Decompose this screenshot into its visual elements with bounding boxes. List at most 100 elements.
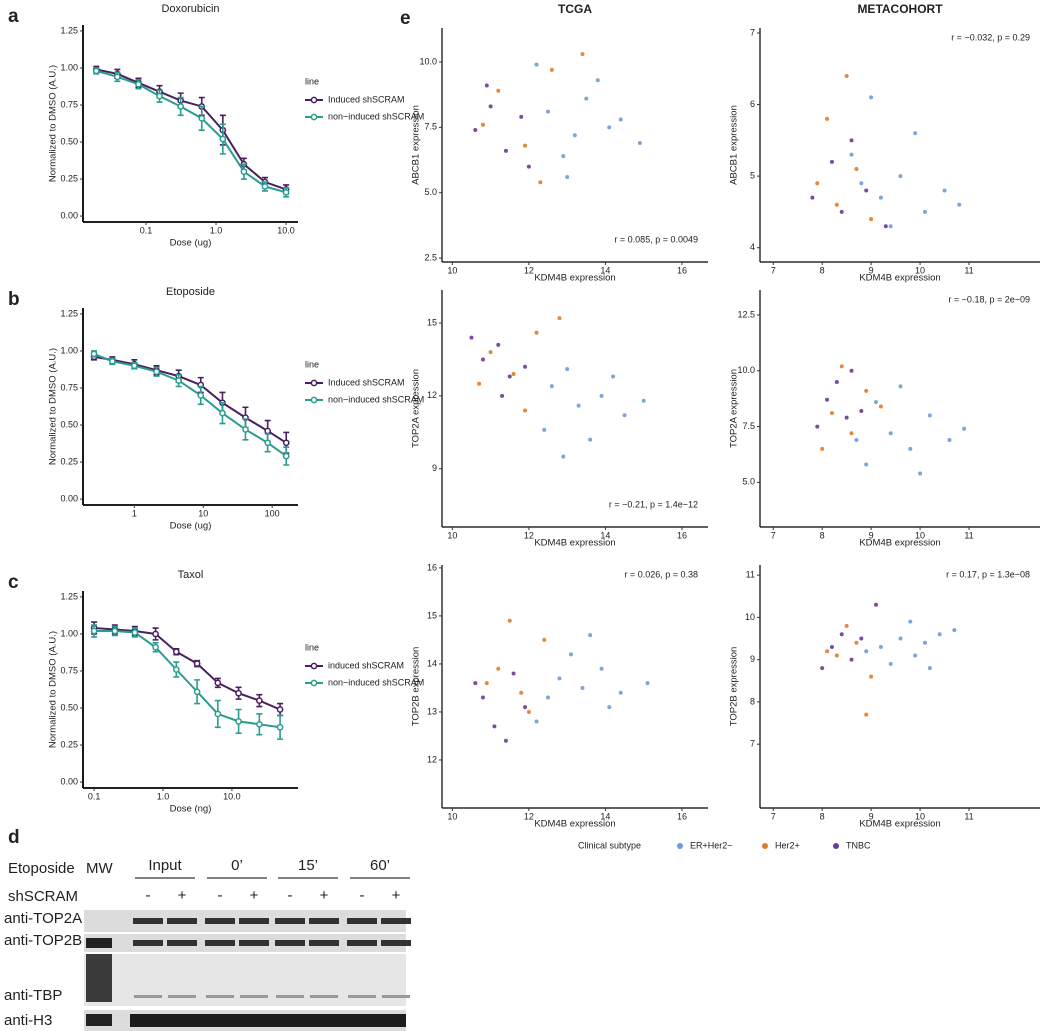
y-axis-label: TOP2B expression: [411, 647, 422, 727]
x-axis-label: KDM4B expression: [534, 819, 615, 830]
point: [572, 133, 577, 138]
point: [839, 632, 844, 637]
point: [918, 471, 923, 476]
point: [825, 649, 830, 654]
annotation: r = 0.085, p = 0.0049: [614, 234, 698, 244]
y-tick-label: 0.25: [60, 739, 78, 749]
point: [622, 413, 627, 418]
legend-point: [310, 113, 318, 121]
point: [898, 174, 903, 179]
line: [94, 629, 281, 729]
y-tick-label: 15: [427, 317, 437, 327]
legend-swatch: [833, 843, 839, 849]
point: [480, 695, 485, 700]
x-tick-label: 11: [964, 811, 973, 821]
x-tick-label: 10: [915, 811, 925, 821]
point: [888, 661, 893, 666]
point: [607, 125, 612, 130]
point: [874, 400, 879, 405]
x-tick-label: 10: [447, 265, 457, 275]
point: [913, 653, 918, 658]
point: [549, 67, 554, 72]
line: [96, 69, 287, 194]
column-title: METACOHORT: [857, 2, 943, 16]
point: [869, 217, 874, 222]
point: [825, 397, 830, 402]
point: [854, 166, 859, 171]
point: [962, 426, 967, 431]
y-tick-label: 1.25: [60, 308, 78, 318]
point: [618, 690, 623, 695]
x-tick-label: 1.0: [210, 225, 223, 235]
treatment-label: Etoposide: [8, 860, 75, 877]
x-tick-label: 0.1: [140, 225, 153, 235]
point: [844, 73, 849, 78]
point: [584, 96, 589, 101]
x-axis-label: Dose (ug): [170, 238, 212, 249]
annotation: r = −0.032, p = 0.29: [951, 32, 1030, 42]
point: [507, 618, 512, 623]
point: [927, 413, 932, 418]
point: [235, 689, 242, 697]
legend-label: non−induced shSCRAM: [328, 394, 424, 404]
point: [557, 676, 562, 681]
y-tick-label: 11: [746, 570, 755, 580]
x-tick-label: 16: [677, 265, 687, 275]
point: [829, 159, 834, 164]
column-title: TCGA: [558, 2, 592, 16]
point: [214, 710, 222, 718]
x-axis-label: KDM4B expression: [534, 273, 615, 284]
marker-label: MW: [86, 860, 113, 877]
point: [864, 188, 869, 193]
legend-title: line: [305, 359, 319, 369]
blot-strip: [84, 954, 406, 1006]
point: [131, 629, 139, 636]
point: [488, 350, 493, 355]
x-axis-label: KDM4B expression: [859, 273, 940, 284]
point: [480, 357, 485, 362]
x-tick-label: 11: [964, 530, 973, 540]
point: [90, 627, 98, 635]
antibody-label: anti-TOP2A: [4, 910, 82, 927]
legend-swatch: [762, 843, 768, 849]
panel-label: b: [8, 289, 20, 310]
x-tick-label: 10: [915, 265, 925, 275]
point: [937, 632, 942, 637]
y-tick-label: 5: [750, 171, 755, 181]
band: [381, 940, 411, 946]
x-tick-label: 1: [132, 508, 137, 518]
point: [913, 131, 918, 136]
point: [874, 602, 879, 607]
point: [859, 181, 864, 186]
point: [561, 454, 566, 459]
y-tick-label: 0.00: [60, 776, 78, 786]
point: [219, 409, 226, 417]
legend-title: Clinical subtype: [578, 840, 641, 850]
point: [849, 152, 854, 157]
y-tick-label: 0.50: [60, 702, 78, 712]
y-tick-label: 14: [427, 658, 437, 668]
y-axis-label: TOP2A expression: [729, 369, 740, 448]
mw-band: [86, 938, 112, 948]
y-tick-label: 10.0: [419, 56, 437, 66]
y-tick-label: 1.00: [60, 345, 78, 355]
lane-sign: -: [146, 887, 151, 904]
band: [381, 918, 411, 924]
x-tick-label: 9: [869, 811, 874, 821]
point: [172, 648, 180, 656]
y-tick-label: 2.5: [424, 252, 437, 262]
point: [599, 666, 604, 671]
y-tick-label: 0.75: [60, 382, 78, 392]
point: [834, 653, 839, 658]
x-tick-label: 10: [198, 508, 208, 518]
point: [908, 446, 913, 451]
point: [153, 368, 160, 376]
band: [239, 940, 269, 946]
point: [820, 446, 825, 451]
point: [883, 224, 888, 229]
point: [264, 427, 272, 435]
point: [484, 83, 489, 88]
point: [255, 697, 263, 704]
group-label: 60’: [370, 857, 390, 874]
x-tick-label: 16: [677, 811, 687, 821]
